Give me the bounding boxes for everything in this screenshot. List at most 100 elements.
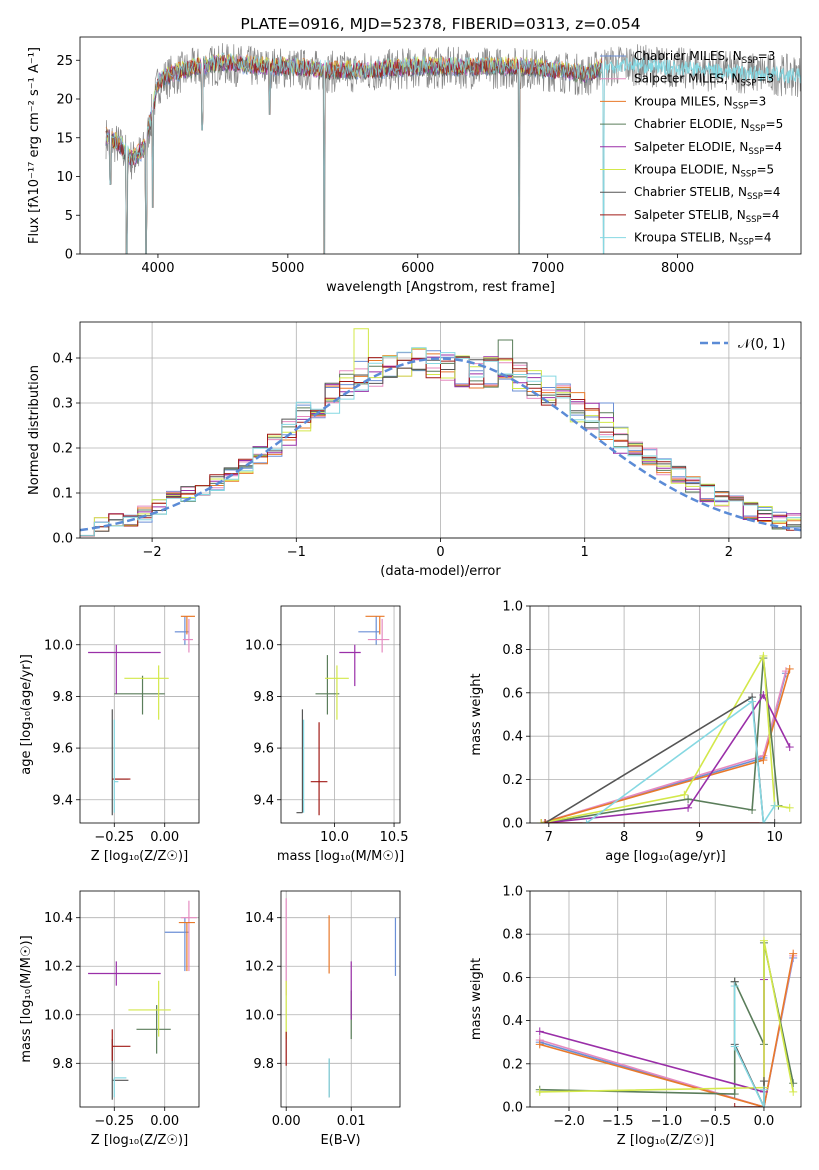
tail-spectrum [601,57,801,254]
y-tick-label: 1.0 [502,885,523,900]
y-tick-label: 25 [56,54,73,69]
x-axis-label: age [log₁₀(age/yr)] [605,849,726,864]
x-axis-label: wavelength [Angstrom, rest frame] [326,280,555,295]
x-tick-label: 0 [436,545,444,560]
residuals-panel: −2 −1 0 1 2 0.0 0.1 0.2 0.3 0.4 (data-model)/error… [27,321,802,579]
y-tick-label: 10.0 [44,1008,73,1023]
series-line [539,953,794,1107]
x-tick-label: 7 [545,830,553,845]
legend-label: 𝒩(0, 1) [738,337,785,352]
x-axis-label: Z [log₁₀(Z/Z☉)] [91,849,188,864]
x-tick-label: 2 [725,545,733,560]
legend-label: Kroupa MILES, NSSP=3 [634,94,766,111]
y-tick-label: 9.4 [253,793,274,808]
y-tick-label: 0.8 [502,643,523,658]
y-tick-label: 10 [56,170,73,185]
axes-frame [280,605,401,824]
histogram-s9 [80,347,801,536]
x-tick-label: 4000 [141,261,174,276]
plot-area [88,615,195,816]
legend-suffix: =4 [754,231,772,245]
y-tick-label: 0.2 [502,773,523,788]
z-weight-panel: −2.0 −1.5 −1.0 −0.5 0.0 0.0 0.2 0.4 0.6 0.8 1.0 Z [… [469,885,802,1148]
y-tick-label: 0 [65,248,73,263]
y-tick-label: 10.4 [44,911,73,926]
legend-text: Kroupa STELIB, N [634,231,738,245]
x-tick-label: 10.0 [320,830,349,845]
x-tick-label: 0.00 [150,830,179,845]
x-tick-label: 8000 [661,261,694,276]
y-tick-label: 0.4 [502,730,523,745]
y-tick-label: 9.8 [52,690,73,705]
legend-label: Kroupa STELIB, NSSP=4 [634,231,772,248]
series-line [586,700,776,823]
legend-label: Salpeter STELIB, NSSP=4 [634,208,779,225]
x-tick-label: 5000 [271,261,304,276]
plot-area [296,615,390,816]
legend-subscript: SSP [741,79,757,89]
legend-suffix: =4 [763,185,781,199]
legend-suffix: =3 [749,94,767,108]
ebv-mass-panel: 0.00 0.01 9.8 10.0 10.2 10.4 E(B-V) [245,890,401,1148]
y-tick-label: 0.0 [502,1101,523,1116]
legend-subscript: SSP [747,192,763,202]
x-tick-label: −0.25 [94,1114,134,1129]
legend-label: Chabrier STELIB, NSSP=4 [634,185,781,202]
y-axis-label: mass [log₁₀(M/M☉)] [19,935,34,1062]
y-tick-label: 0.8 [502,928,523,943]
legend-subscript: SSP [733,101,749,111]
legend-subscript: SSP [748,147,764,157]
x-tick-label: −1.0 [651,1114,683,1129]
x-tick-label: −2.0 [553,1114,585,1129]
axes-frame [79,890,200,1108]
legend-suffix: =5 [766,117,784,131]
plot-area [80,328,801,537]
legend-text: Salpeter ELODIE, N [634,140,748,154]
plot-area [285,898,397,1098]
plot-area [535,936,798,1107]
legend-label: Chabrier ELODIE, NSSP=5 [634,117,783,134]
x-axis-label: Z [log₁₀(Z/Z☉)] [617,1133,714,1148]
axes-frame [79,605,200,824]
x-tick-label: −0.25 [94,830,134,845]
y-tick-label: 10.2 [44,960,73,975]
x-axis-label: E(B-V) [320,1133,360,1148]
legend-label: Salpeter ELODIE, NSSP=4 [634,140,782,157]
x-tick-label: −0.5 [699,1114,731,1129]
y-tick-label: 10.0 [245,1008,274,1023]
spectrum-panel: 4000 5000 6000 7000 8000 0 5 10 15 20 25 wavelength… [27,15,802,295]
y-tick-label: 10.4 [245,911,274,926]
legend-text: Chabrier MILES, N [634,49,742,63]
x-tick-label: 0.00 [272,1114,301,1129]
y-axis-label: Flux [fλ10⁻¹⁷ erg cm⁻² s⁻¹ A⁻¹] [27,47,42,244]
axes-frame [280,890,401,1108]
legend-label: Kroupa ELODIE, NSSP=5 [634,163,774,180]
x-tick-label: 10.5 [380,830,409,845]
plot-area [88,900,197,1100]
x-tick-label: 8 [620,830,628,845]
legend-text: Salpeter STELIB, N [634,208,746,222]
legend-suffix: =3 [758,49,776,63]
y-axis-label: Normed distribution [27,365,42,495]
y-tick-label: 9.8 [253,690,274,705]
series-line [539,940,794,1093]
y-tick-label: 9.8 [253,1057,274,1072]
series-line [545,693,791,823]
x-tick-label: −1.5 [602,1114,634,1129]
x-tick-label: −2 [143,545,162,560]
model-spectrum-s8 [105,54,603,254]
x-axis-label: (data-model)/error [380,564,501,579]
axes-frame [529,605,802,824]
chart-title: PLATE=0916, MJD=52378, FIBERID=0313, z=0… [240,15,640,33]
y-axis-label: mass weight [469,958,484,1040]
y-tick-label: 0.6 [502,971,523,986]
legend-suffix: =4 [762,208,780,222]
y-tick-label: 9.6 [52,742,73,757]
legend-text: Kroupa ELODIE, N [634,163,741,177]
y-tick-label: 0.0 [52,532,73,547]
x-tick-label: 0.01 [337,1114,366,1129]
axes-frame [79,36,802,255]
z-mass-panel: −0.25 0.00 9.8 10.0 10.2 10.4 Z [log₁₀(Z/Z☉)] m… [19,890,200,1148]
